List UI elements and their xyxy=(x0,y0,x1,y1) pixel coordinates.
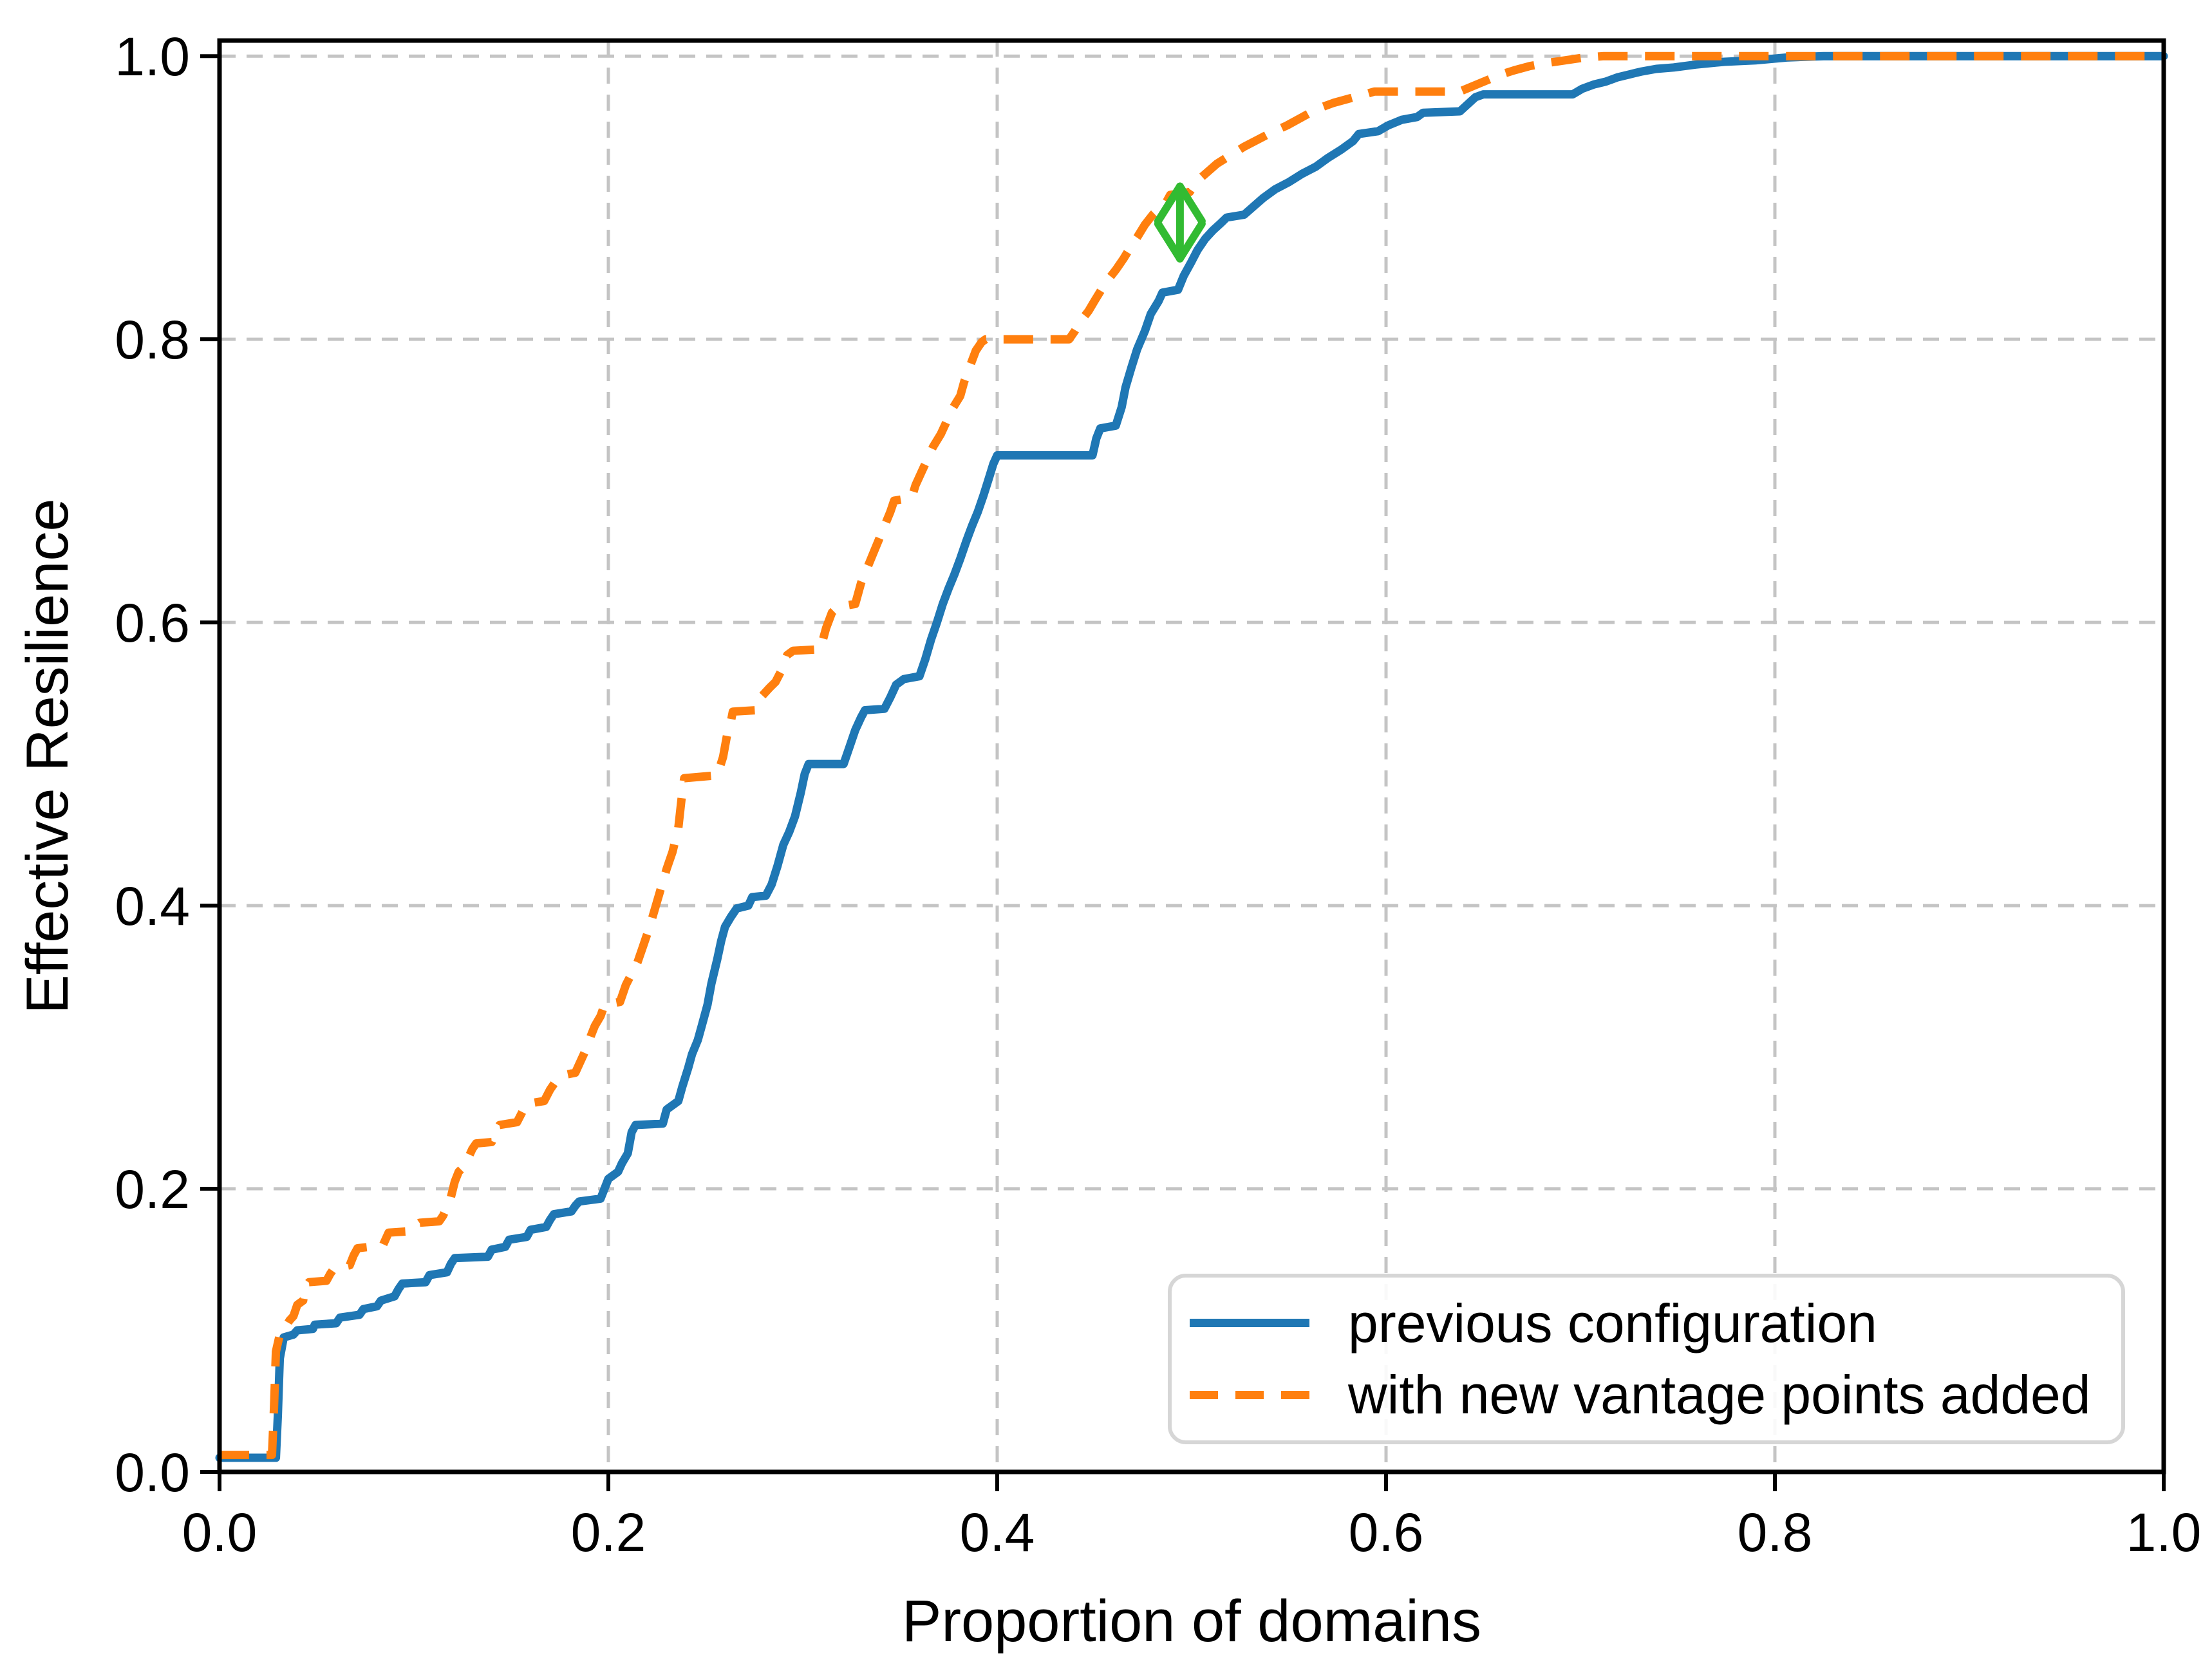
y-axis-label: Effective Resilience xyxy=(15,498,80,1014)
series-layer xyxy=(215,51,2168,1462)
gap-annotation-arrow xyxy=(1154,182,1206,263)
legend-line-sample-solid-blue xyxy=(1190,1319,1309,1328)
curve-previous-configuration xyxy=(215,51,2168,1462)
arrow-head-bottom xyxy=(1154,219,1184,263)
y-tick-label: 1.0 xyxy=(115,26,190,87)
arrow-head-bottom xyxy=(1176,219,1206,263)
legend-box: previous configuration with new vantage … xyxy=(1168,1274,2125,1444)
legend-label-new-vantage-points: with new vantage points added xyxy=(1348,1364,2091,1425)
plot-border xyxy=(217,38,2166,1474)
arrow-head-top xyxy=(1154,182,1184,225)
y-tick-label: 0.0 xyxy=(115,1442,190,1503)
arrow-head-top xyxy=(1176,182,1206,225)
axes-spines xyxy=(217,38,2166,1474)
x-tick-label: 0.0 xyxy=(182,1502,258,1563)
x-tick-label: 1.0 xyxy=(2126,1502,2202,1563)
y-tick-label: 0.6 xyxy=(115,593,190,653)
tick-layer: 0.0 0.2 0.4 0.6 0.8 1.0 0.0 0.2 0.4 0.6 0.8 1.0 xyxy=(115,26,2201,1563)
x-axis-label: Proportion of domains xyxy=(902,1588,1481,1654)
x-tick-label: 0.6 xyxy=(1349,1502,1424,1563)
curve-new-vantage-points xyxy=(220,51,2164,1460)
x-tick-label: 0.2 xyxy=(571,1502,646,1563)
legend-item-new-vantage-points: with new vantage points added xyxy=(1190,1364,2102,1425)
x-tick-label: 0.4 xyxy=(960,1502,1035,1563)
legend-line-sample-dashed-orange xyxy=(1190,1390,1309,1399)
y-tick-label: 0.8 xyxy=(115,310,190,370)
legend-item-previous-configuration: previous configuration xyxy=(1190,1292,2102,1353)
x-tick-label: 0.8 xyxy=(1738,1502,1813,1563)
y-tick-label: 0.2 xyxy=(115,1159,190,1220)
y-tick-label: 0.4 xyxy=(115,876,190,936)
legend-label-previous-configuration: previous configuration xyxy=(1348,1292,1877,1353)
